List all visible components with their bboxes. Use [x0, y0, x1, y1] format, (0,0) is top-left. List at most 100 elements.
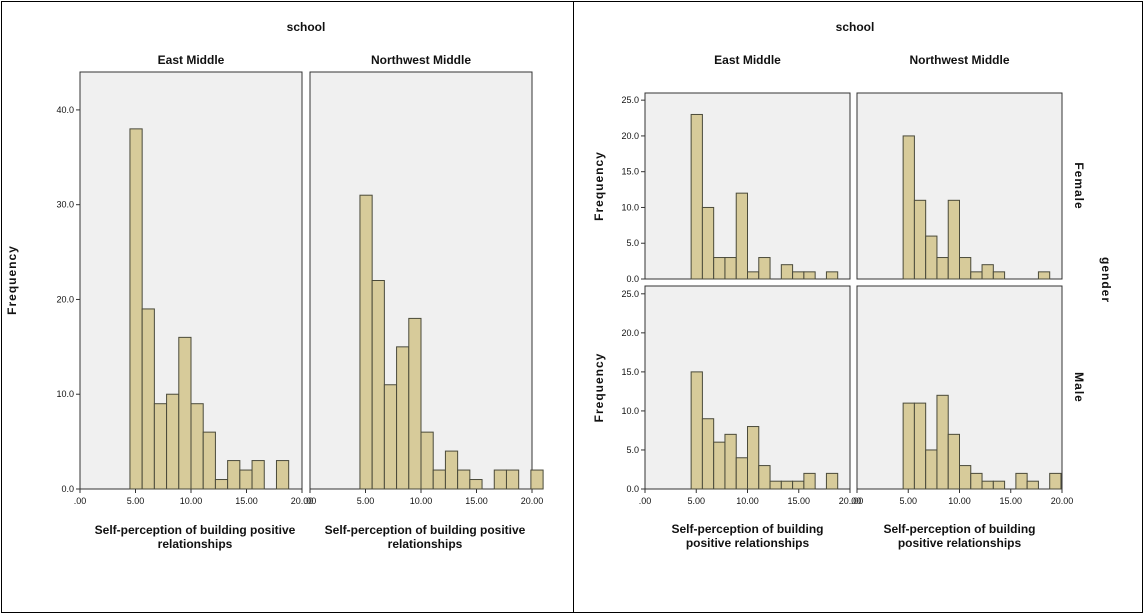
x-axis-label: relationships: [388, 537, 463, 551]
x-tick-label: 5.00: [357, 496, 375, 506]
histogram-bar: [913, 402, 927, 490]
histogram-bar: [444, 450, 459, 490]
histogram-bar: [371, 280, 385, 490]
histogram-bar: [724, 257, 737, 280]
x-tick-label: 20.00: [291, 496, 314, 506]
histogram-bar: [701, 418, 715, 490]
panel-column-label: Northwest Middle: [909, 53, 1009, 67]
panel-row-label: Male: [1072, 372, 1086, 403]
histogram-bar: [1037, 271, 1051, 280]
x-tick-label: .00: [74, 496, 87, 506]
histogram-bar: [190, 403, 204, 490]
histogram-bar: [902, 402, 915, 490]
x-tick-label: 20.00: [1051, 496, 1074, 506]
histogram-bar: [690, 371, 703, 490]
x-tick-label: 20.00: [521, 496, 544, 506]
histogram-bar: [214, 479, 229, 490]
histogram-bar: [970, 271, 983, 280]
y-tick-label: 15.0: [621, 367, 639, 377]
histogram-bar: [747, 426, 760, 490]
y-tick-label: 0.0: [626, 274, 639, 284]
histogram-bar: [792, 271, 805, 280]
panel-column-label: Northwest Middle: [371, 53, 471, 67]
histogram-bar: [1026, 480, 1039, 490]
facet-column-title: school: [287, 20, 326, 34]
x-tick-label: 5.00: [899, 496, 917, 506]
histogram-bar: [959, 465, 972, 490]
x-axis-label: relationships: [158, 537, 233, 551]
histogram-bar: [1015, 472, 1028, 490]
histogram-bar: [457, 469, 471, 490]
x-tick-label: 10.00: [180, 496, 203, 506]
histogram-bar: [747, 271, 760, 280]
y-tick-label: 0.0: [61, 484, 74, 494]
y-tick-label: 10.0: [621, 406, 639, 416]
histogram-bar: [724, 433, 737, 490]
histogram-bar: [925, 449, 938, 490]
histogram-bar: [129, 128, 143, 490]
x-tick-label: 10.00: [736, 496, 759, 506]
histogram-bar: [251, 460, 265, 490]
histogram-bar: [420, 431, 434, 490]
histogram-bar: [469, 479, 483, 490]
histogram-bar: [758, 257, 771, 280]
histogram-bar: [239, 469, 253, 490]
histogram-bar: [275, 460, 290, 490]
y-tick-label: 25.0: [621, 95, 639, 105]
histogram-bar: [359, 194, 373, 490]
x-tick-label: 15.00: [999, 496, 1022, 506]
panel-background: [79, 71, 303, 490]
histogram-bar: [936, 394, 949, 490]
histogram-bar: [178, 336, 192, 490]
histogram-bar: [803, 472, 816, 490]
histogram-bar: [713, 441, 726, 490]
x-tick-label: 5.00: [127, 496, 145, 506]
histogram-bar: [902, 135, 915, 280]
x-tick-label: .00: [851, 496, 864, 506]
y-tick-label: 40.0: [56, 105, 74, 115]
y-axis-label: Frequency: [5, 245, 19, 315]
y-tick-label: 15.0: [621, 167, 639, 177]
histogram-bar: [713, 257, 726, 280]
y-tick-label: 10.0: [56, 389, 74, 399]
histogram-bar: [936, 257, 949, 280]
histogram-bar: [769, 480, 782, 490]
histogram-bar: [780, 480, 794, 490]
histogram-bar: [992, 480, 1006, 490]
histogram-bar: [735, 457, 748, 490]
x-axis-label: Self-perception of building: [884, 522, 1036, 536]
histogram-bar: [981, 480, 994, 490]
y-tick-label: 25.0: [621, 289, 639, 299]
y-tick-label: 30.0: [56, 200, 74, 210]
histogram-bar: [432, 469, 446, 490]
y-tick-label: 0.0: [626, 484, 639, 494]
x-axis-label: Self-perception of building: [672, 522, 824, 536]
histogram-bar: [792, 480, 805, 490]
histogram-bar: [141, 308, 155, 490]
y-tick-label: 20.0: [621, 131, 639, 141]
histogram-bar: [947, 433, 960, 490]
histogram-bar: [202, 431, 216, 490]
histogram-bar: [947, 199, 960, 280]
histogram-bar: [992, 271, 1006, 280]
panel-column-label: East Middle: [158, 53, 225, 67]
histogram-bar: [959, 257, 972, 280]
histogram-bar: [396, 346, 410, 490]
x-axis-label: Self-perception of building positive: [95, 523, 296, 537]
x-axis-label: positive relationships: [898, 536, 1022, 550]
histogram-bar: [530, 469, 544, 490]
x-tick-label: 10.00: [948, 496, 971, 506]
histogram-bar: [166, 393, 180, 490]
y-tick-label: 20.0: [56, 294, 74, 304]
x-tick-label: .00: [304, 496, 317, 506]
histogram-bar: [758, 465, 771, 490]
x-tick-label: 5.00: [687, 496, 705, 506]
histogram-bar: [970, 472, 983, 490]
y-tick-label: 10.0: [621, 202, 639, 212]
histogram-bar: [780, 264, 794, 280]
histogram-bar: [701, 206, 715, 280]
x-axis-label: positive relationships: [686, 536, 810, 550]
y-tick-label: 5.0: [626, 445, 639, 455]
x-tick-label: 20.00: [839, 496, 862, 506]
